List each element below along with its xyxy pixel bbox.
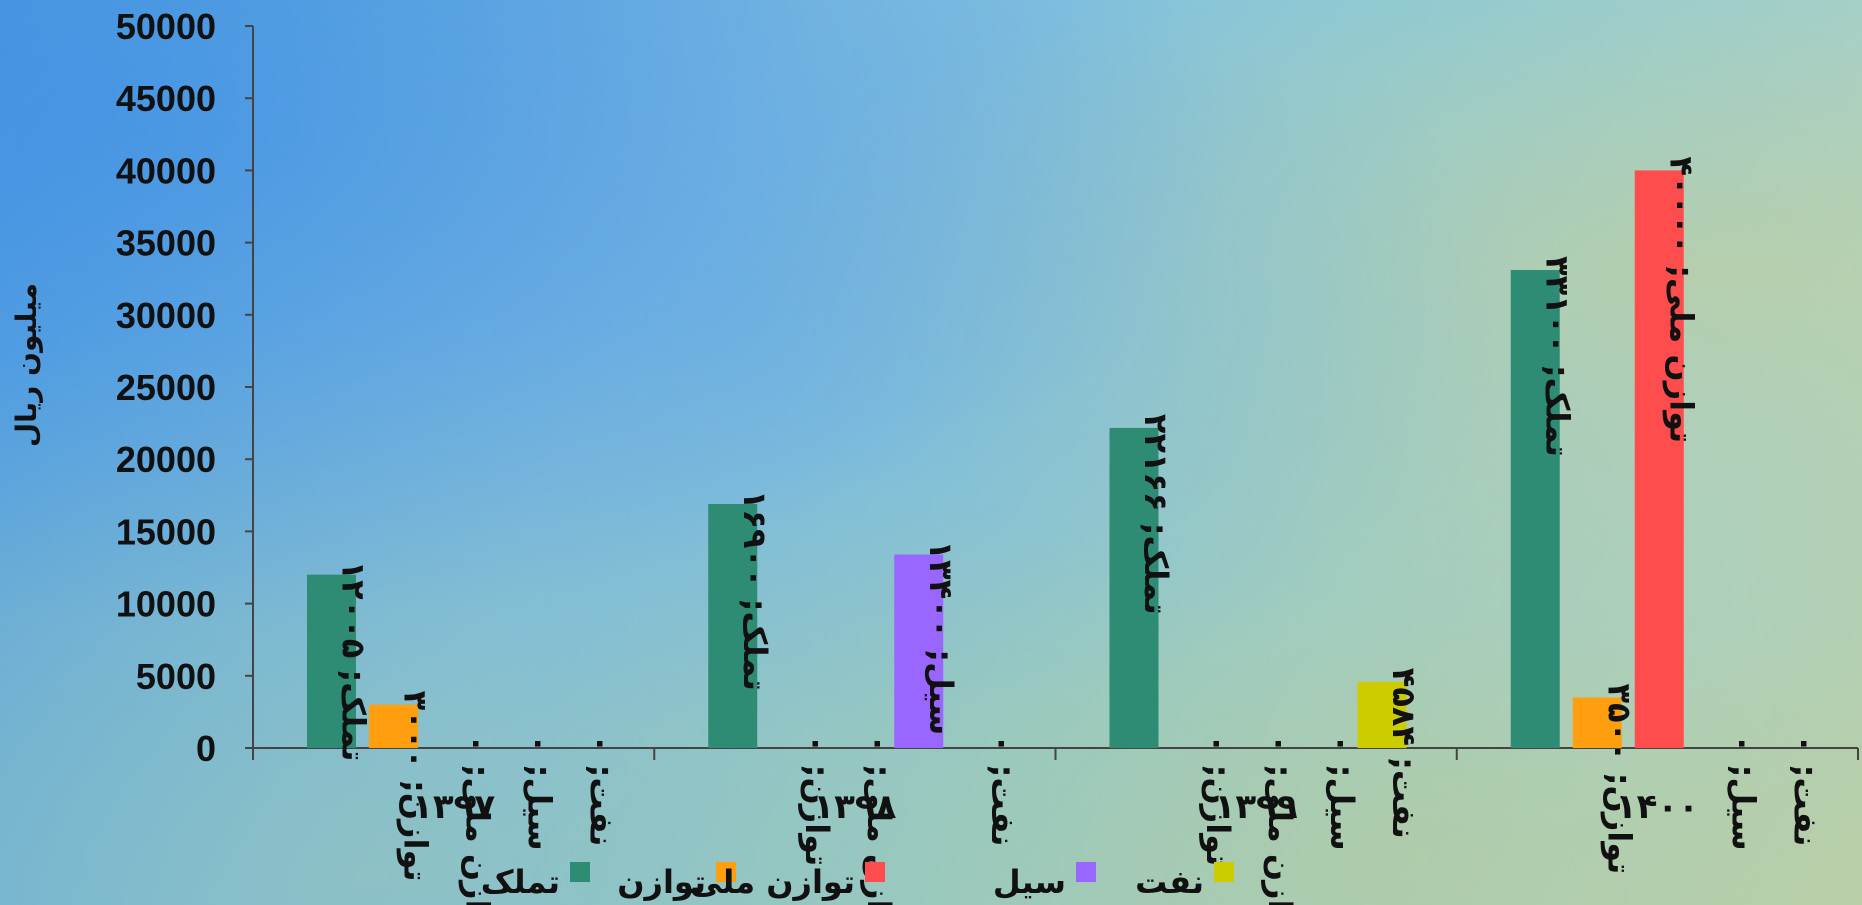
y-tick-label: 10000 [116,584,216,625]
data-label: سیل; ۱۳۴۰۰ [922,541,960,736]
bar [708,503,758,748]
data-label: تملک; ۱۶۹۰۰ [736,490,774,691]
data-label: سیل; ۰ [1323,734,1361,851]
data-label: نفت; ۰ [583,734,621,846]
y-tick-label: 40000 [116,150,216,191]
legend-swatch [716,862,736,882]
x-tick-label: ۱۳۹۹ [1215,787,1298,827]
data-label: سیل; ۰ [1724,734,1762,851]
data-label: تملک; ۱۲۰۰۵ [335,561,373,762]
y-tick-label: 45000 [116,78,216,119]
data-label: نفت; ۰ [1786,734,1824,846]
x-tick-label: ۱۴۰۰ [1616,787,1699,827]
bar [1634,170,1684,748]
data-label: توازن; ۰ [798,734,836,866]
legend-label: تملک [481,863,560,901]
bar [307,574,356,748]
bar [1357,681,1407,748]
legend-label: توازن ملی [690,863,855,901]
data-label: توازن; ۳۵۰۰ [1600,683,1638,874]
y-tick-label: 25000 [116,367,216,408]
bar [894,554,944,748]
legend-swatch [1076,862,1096,882]
legend-label: توازن [617,863,706,901]
y-tick-label: 0 [196,728,216,769]
bar [369,704,418,748]
y-tick-label: 50000 [116,6,216,47]
legend-label: نفت [1135,863,1204,901]
data-label: توازن; ۰ [1199,734,1237,866]
data-label: نفت; ۰ [984,734,1022,846]
y-tick-label: 30000 [116,295,216,336]
bar [1572,697,1622,748]
data-label: تملک; ۲۲۱۶۶ [1137,414,1175,615]
bar [1510,270,1560,748]
data-label: نفت; ۴۵۸۴ [1385,668,1423,839]
y-axis-title: میلیون ریال [10,283,43,447]
data-label: توازن ملی; ۴۰۰۰۰ [1662,156,1700,443]
data-label: توازن ملی; ۰ [459,734,497,905]
data-label: تملک; ۳۳۱۰۰ [1538,256,1576,457]
bar [1109,427,1159,748]
data-labels: تملک; ۱۲۰۰۵ توازن; ۳۰۰۰ توازن ملی; ۰ سیل; ۰… [335,156,1825,905]
legend-swatch [1214,862,1234,882]
data-label: سیل; ۰ [521,734,559,851]
legend-label: سیل [993,863,1066,901]
x-tick-label: ۱۳۹۸ [813,787,896,827]
y-tick-label: 20000 [116,439,216,480]
y-tick-label: 35000 [116,223,216,264]
y-axis: 0 5000 10000 15000 20000 25000 30000 35000 40000… [116,6,254,769]
legend-swatch [570,862,590,882]
bars [307,170,1684,748]
y-tick-label: 5000 [136,656,216,697]
data-label: توازن; ۳۰۰۰ [397,691,435,882]
data-label: توازن ملی; ۰ [1261,734,1299,905]
y-tick-label: 15000 [116,511,216,552]
x-tick-label: ۱۳۹۷ [412,787,495,827]
legend-swatch [865,862,885,882]
